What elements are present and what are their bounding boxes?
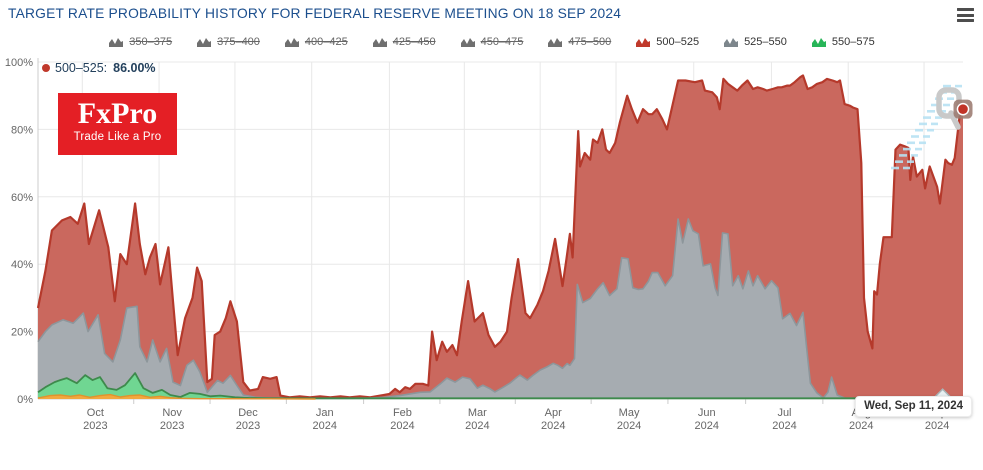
legend-series-icon (636, 38, 651, 47)
legend-item-400-425[interactable]: 400–425 (284, 36, 348, 48)
tooltip-value: 86.00% (113, 61, 156, 75)
svg-text:2024: 2024 (617, 420, 641, 432)
hover-tooltip: 500–525: 86.00% (42, 61, 156, 75)
legend-series-icon (811, 38, 826, 47)
logo-tagline: Trade Like a Pro (73, 131, 162, 143)
svg-text:80%: 80% (11, 124, 33, 136)
svg-text:2024: 2024 (849, 420, 873, 432)
legend-item-425-450[interactable]: 425–450 (372, 36, 436, 48)
logo-wordmark: FxPro (77, 97, 158, 130)
legend-item-350-375[interactable]: 350–375 (108, 36, 172, 48)
svg-text:Oct: Oct (87, 407, 104, 419)
hamburger-icon (957, 8, 974, 11)
hatch-annotation (891, 84, 962, 170)
legend-item-525-550[interactable]: 525–550 (723, 36, 787, 48)
legend-item-450-475[interactable]: 450–475 (460, 36, 523, 48)
svg-text:Jul: Jul (777, 407, 791, 419)
series-line-525–550 (37, 218, 963, 400)
y-axis-labels: 0% 20% 40% 60% 80% 100% (5, 57, 33, 406)
cursor-marker (953, 99, 973, 119)
svg-text:2023: 2023 (236, 420, 260, 432)
legend-series-icon (724, 38, 739, 47)
svg-text:2023: 2023 (83, 420, 107, 432)
legend-item-550-575[interactable]: 550–575 (811, 36, 875, 48)
chart-title: TARGET RATE PROBABILITY HISTORY FOR FEDE… (8, 6, 622, 21)
legend-item-500-525[interactable]: 500–525 (635, 36, 699, 48)
menu-button[interactable] (957, 8, 974, 22)
legend: 350–375 375–400 400–425 425–450 450–475 475–5… (0, 36, 983, 48)
legend-series-icon (460, 38, 475, 47)
svg-text:2024: 2024 (925, 420, 949, 432)
series-area-orange (38, 394, 316, 399)
legend-item-475-500[interactable]: 475–500 (547, 36, 611, 48)
svg-text:2024: 2024 (695, 420, 719, 432)
tooltip-series-label: 500–525: (55, 61, 108, 75)
series-line-550–575 (37, 372, 963, 400)
legend-series-icon (548, 38, 563, 47)
svg-text:Mar: Mar (468, 407, 487, 419)
svg-text:0%: 0% (17, 394, 33, 406)
svg-text:Jan: Jan (316, 407, 334, 419)
x-axis-labels: Oct2023Nov2023Dec2023Jan2024Feb2024Mar20… (83, 407, 949, 432)
legend-series-icon (372, 38, 387, 47)
svg-text:Dec: Dec (238, 407, 258, 419)
legend-series-icon (109, 38, 124, 47)
svg-text:2024: 2024 (313, 420, 337, 432)
svg-text:60%: 60% (11, 192, 33, 204)
svg-text:2023: 2023 (160, 420, 184, 432)
tooltip-series-dot-icon (42, 64, 50, 72)
svg-text:20%: 20% (11, 327, 33, 339)
svg-text:Feb: Feb (393, 407, 412, 419)
series-line-orange (37, 393, 316, 400)
svg-text:2024: 2024 (772, 420, 796, 432)
svg-text:Jun: Jun (698, 407, 716, 419)
svg-text:May: May (619, 407, 640, 419)
svg-text:Apr: Apr (545, 407, 562, 419)
x-axis-ticks (133, 399, 900, 404)
series-line-500–525 (36, 74, 964, 399)
legend-series-icon (284, 38, 299, 47)
svg-text:2024: 2024 (465, 420, 489, 432)
svg-text:2024: 2024 (541, 420, 565, 432)
legend-item-375-400[interactable]: 375–400 (196, 36, 260, 48)
svg-text:2024: 2024 (390, 420, 414, 432)
svg-text:Nov: Nov (162, 407, 182, 419)
svg-text:100%: 100% (5, 57, 33, 69)
crosshair-date-label: Wed, Sep 11, 2024 (855, 396, 972, 417)
series-area-525–550 (38, 219, 963, 399)
legend-series-icon (197, 38, 212, 47)
svg-text:40%: 40% (11, 259, 33, 271)
fxpro-logo: FxPro Trade Like a Pro (58, 93, 177, 155)
